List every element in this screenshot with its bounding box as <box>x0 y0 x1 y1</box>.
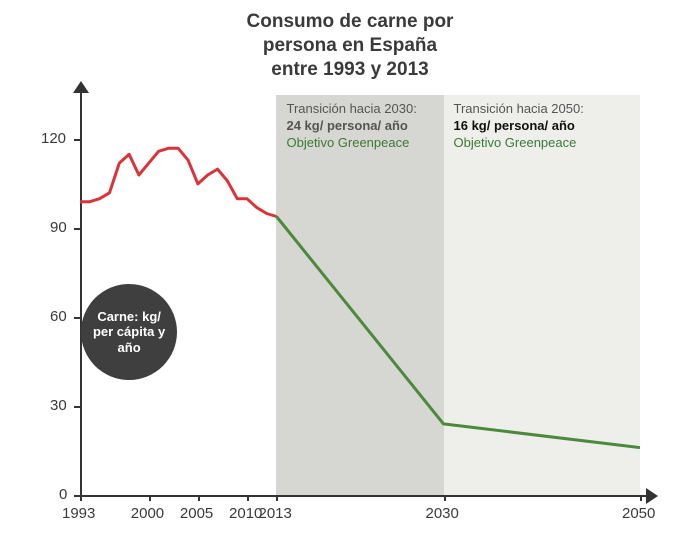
plot-area: Transición hacia 2030:24 kg/ persona/ añ… <box>80 95 640 495</box>
x-tick <box>276 495 278 501</box>
x-tick <box>80 495 82 501</box>
x-tick-label: 2050 <box>622 505 655 522</box>
x-tick-label: 2005 <box>180 505 213 522</box>
unit-badge: Carne: kg/ per cápita y año <box>81 284 177 380</box>
x-tick <box>149 495 151 501</box>
x-axis <box>80 495 646 497</box>
x-tick <box>247 495 249 501</box>
x-tick-label: 1993 <box>62 505 95 522</box>
y-axis-arrow-icon <box>73 81 89 93</box>
chart-container: Consumo de carne por persona en España e… <box>0 0 700 560</box>
x-tick-label: 2010 <box>229 505 262 522</box>
title-line-2: persona en España <box>263 35 437 56</box>
y-tick-label: 60 <box>50 308 67 325</box>
y-tick-label: 90 <box>50 219 67 236</box>
x-tick <box>198 495 200 501</box>
chart-title: Consumo de carne por persona en España e… <box>0 10 700 81</box>
x-tick-label: 2013 <box>258 505 291 522</box>
y-tick-label: 30 <box>50 397 67 414</box>
series-projection <box>277 217 641 448</box>
series-svg <box>80 95 640 495</box>
x-tick-label: 2000 <box>131 505 164 522</box>
title-line-3: entre 1993 y 2013 <box>271 59 428 80</box>
x-axis-arrow-icon <box>646 488 658 504</box>
series-historical <box>80 148 277 216</box>
x-tick-label: 2030 <box>426 505 459 522</box>
y-tick-label: 0 <box>59 486 67 503</box>
y-tick-label: 120 <box>41 130 66 147</box>
x-tick <box>444 495 446 501</box>
x-tick <box>640 495 642 501</box>
title-line-1: Consumo de carne por <box>247 11 454 32</box>
